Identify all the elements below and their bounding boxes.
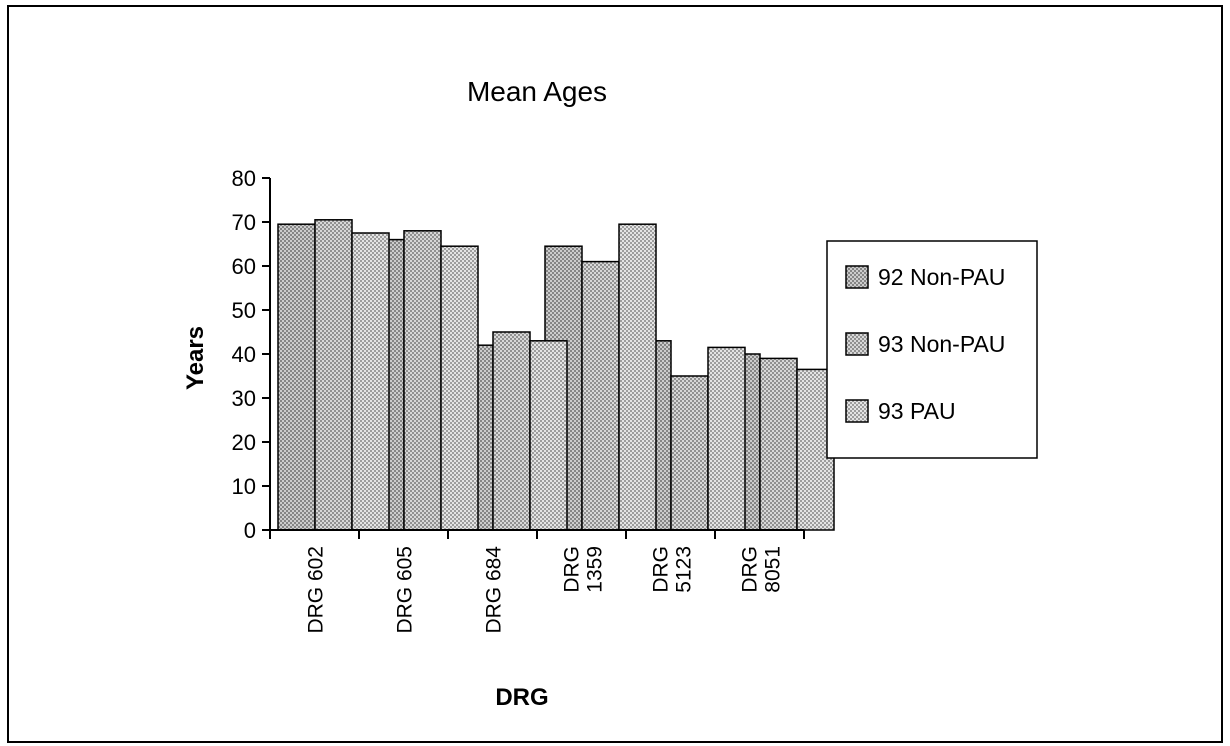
- category-label: DRG: [650, 546, 673, 593]
- bar: [759, 357, 798, 531]
- bar: [529, 340, 568, 531]
- bar-outline: [314, 219, 353, 531]
- category-label: DRG 605: [394, 546, 417, 634]
- bar: [440, 245, 479, 531]
- bar-outline: [759, 357, 798, 531]
- y-tick-label: 60: [232, 254, 256, 279]
- bar: [314, 219, 353, 531]
- y-tick-label: 30: [232, 386, 256, 411]
- y-tick-label: 80: [232, 166, 256, 191]
- bar-outline: [277, 223, 316, 531]
- bar-outline: [707, 346, 746, 531]
- category-label: 8051: [762, 546, 785, 593]
- bar: [403, 230, 442, 531]
- bar: [492, 331, 531, 531]
- y-tick-label: 40: [232, 342, 256, 367]
- legend: 92 Non-PAU 93 Non-PAU 93 PAU: [826, 240, 1038, 459]
- y-tick-label: 0: [244, 518, 256, 543]
- bar: [581, 260, 620, 531]
- bar-outline: [618, 223, 657, 531]
- y-axis-label: Years: [182, 326, 209, 390]
- category-label: DRG 602: [305, 546, 328, 634]
- bar-outline: [529, 340, 568, 531]
- legend-swatch: [845, 265, 869, 289]
- bar-outline: [581, 260, 620, 531]
- bar-outline: [440, 245, 479, 531]
- bar: [277, 223, 316, 531]
- bar-outline: [351, 232, 390, 531]
- chart-title: Mean Ages: [467, 76, 607, 107]
- x-axis-label: DRG: [495, 684, 548, 711]
- bar: [707, 346, 746, 531]
- category-label: DRG: [561, 546, 584, 593]
- plot-area: 0 10 20 30 40 50 60 70 80 DRG 602 DRG 605 DRG 684 DR…: [232, 166, 835, 634]
- y-tick-label: 70: [232, 210, 256, 235]
- legend-swatch: [845, 399, 869, 423]
- bar-outline: [492, 331, 531, 531]
- y-tick-label: 10: [232, 474, 256, 499]
- y-tick-label: 20: [232, 430, 256, 455]
- category-label: DRG: [739, 546, 762, 593]
- bar-outline: [670, 375, 709, 531]
- bar: [670, 375, 709, 531]
- category-label: 5123: [673, 546, 696, 593]
- bar: [618, 223, 657, 531]
- legend-swatch: [845, 332, 869, 356]
- bar-outline: [403, 230, 442, 531]
- category-label: DRG 684: [483, 546, 506, 634]
- legend-label: 93 Non-PAU: [878, 331, 1005, 357]
- legend-label: 93 PAU: [878, 398, 956, 424]
- bar: [351, 232, 390, 531]
- legend-label: 92 Non-PAU: [878, 264, 1005, 290]
- category-label: 1359: [584, 546, 607, 593]
- y-tick-label: 50: [232, 298, 256, 323]
